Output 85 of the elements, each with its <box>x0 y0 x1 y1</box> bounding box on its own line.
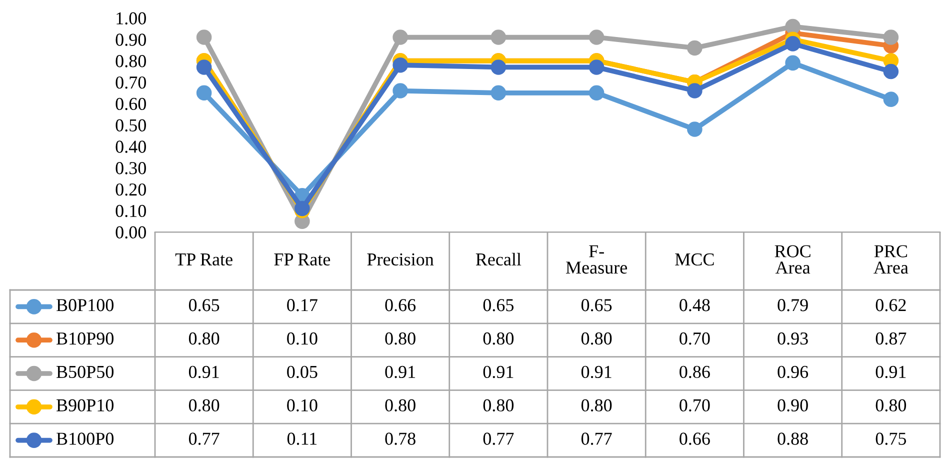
data-label: 0.66 <box>385 299 416 312</box>
legend-label: B50P50 <box>56 366 114 378</box>
x-tick-label: F- Measure <box>566 245 628 274</box>
x-tick-label: Recall <box>476 252 522 266</box>
data-label: 0.91 <box>385 366 416 378</box>
y-tick-label: 0.30 <box>116 162 146 174</box>
data-label: 0.88 <box>778 432 808 445</box>
data-label: 0.78 <box>385 432 416 445</box>
x-tick-label: PRC Area <box>874 245 908 274</box>
x-tick-label: MCC <box>675 253 714 266</box>
point <box>687 40 702 56</box>
data-label: 0.62 <box>876 299 906 312</box>
point <box>392 83 408 98</box>
point <box>196 60 212 75</box>
point <box>490 30 506 45</box>
point <box>883 64 899 80</box>
y-tick-label: 0.20 <box>116 183 146 196</box>
data-label: 0.77 <box>483 432 514 445</box>
data-label: 0.66 <box>680 432 710 445</box>
y-tick-label: 0.00 <box>116 226 146 239</box>
point <box>196 85 212 101</box>
data-label: 0.80 <box>483 332 514 345</box>
point <box>490 60 506 75</box>
data-label: 0.91 <box>483 366 514 378</box>
x-tick-label: ROC Area <box>774 245 810 274</box>
data-label: 0.80 <box>385 332 416 345</box>
point <box>588 60 604 75</box>
data-label: 0.10 <box>287 399 318 412</box>
x-tick-label: FP Rate <box>274 254 330 266</box>
point <box>687 122 702 137</box>
data-label: 0.93 <box>778 332 808 345</box>
point <box>392 30 408 45</box>
data-label: 0.10 <box>287 332 318 345</box>
data-label: 0.80 <box>581 399 612 412</box>
point <box>588 85 604 101</box>
data-label: 0.86 <box>680 366 710 378</box>
legend-label: B90P10 <box>56 399 114 412</box>
y-tick-label: 0.90 <box>116 34 146 46</box>
data-label: 0.91 <box>876 366 906 378</box>
point <box>687 83 702 98</box>
data-label: 0.77 <box>581 432 612 445</box>
data-label: 0.80 <box>188 399 220 412</box>
point <box>490 85 506 101</box>
data-label: 0.48 <box>680 299 710 312</box>
point <box>392 57 408 73</box>
data-label: 0.70 <box>680 332 710 345</box>
x-tick-label: Precision <box>367 253 434 266</box>
data-label: 0.87 <box>876 332 906 345</box>
y-tick-label: 0.60 <box>116 98 146 110</box>
y-tick-label: 0.70 <box>116 76 146 89</box>
point <box>785 55 800 71</box>
y-tick-label: 1.00 <box>116 12 146 25</box>
data-label: 0.79 <box>778 299 808 312</box>
data-label: 0.80 <box>581 332 612 345</box>
data-label: 0.91 <box>188 366 219 378</box>
y-tick-label: 0.10 <box>116 204 146 218</box>
data-label: 0.17 <box>287 299 318 312</box>
point <box>785 36 800 52</box>
data-label: 0.75 <box>876 432 906 445</box>
point <box>785 18 800 34</box>
data-label: 0.65 <box>483 299 514 312</box>
point <box>196 30 212 45</box>
data-label: 0.05 <box>287 366 318 378</box>
y-tick-label: 0.80 <box>116 55 146 68</box>
data-label: 0.80 <box>385 399 416 412</box>
y-tick-label: 0.40 <box>116 140 146 153</box>
legend-label: B0P100 <box>56 299 114 312</box>
legend-label: B10P90 <box>56 332 114 345</box>
point <box>883 30 899 45</box>
data-label: 0.96 <box>778 366 808 378</box>
x-tick-label: TP Rate <box>175 254 232 266</box>
y-tick-label: 0.50 <box>116 119 146 132</box>
point <box>588 30 604 45</box>
data-label: 0.80 <box>188 332 220 345</box>
data-label: 0.80 <box>876 399 906 412</box>
data-label: 0.91 <box>581 366 612 378</box>
data-label: 0.77 <box>188 432 220 445</box>
data-label: 0.65 <box>581 299 612 312</box>
data-label: 0.65 <box>188 299 220 312</box>
data-label: 0.90 <box>778 399 808 412</box>
point <box>883 92 899 107</box>
data-label: 0.70 <box>680 399 710 412</box>
data-label: 0.11 <box>287 432 317 445</box>
data-label: 0.80 <box>483 399 514 412</box>
legend-label: B100P0 <box>56 432 114 445</box>
